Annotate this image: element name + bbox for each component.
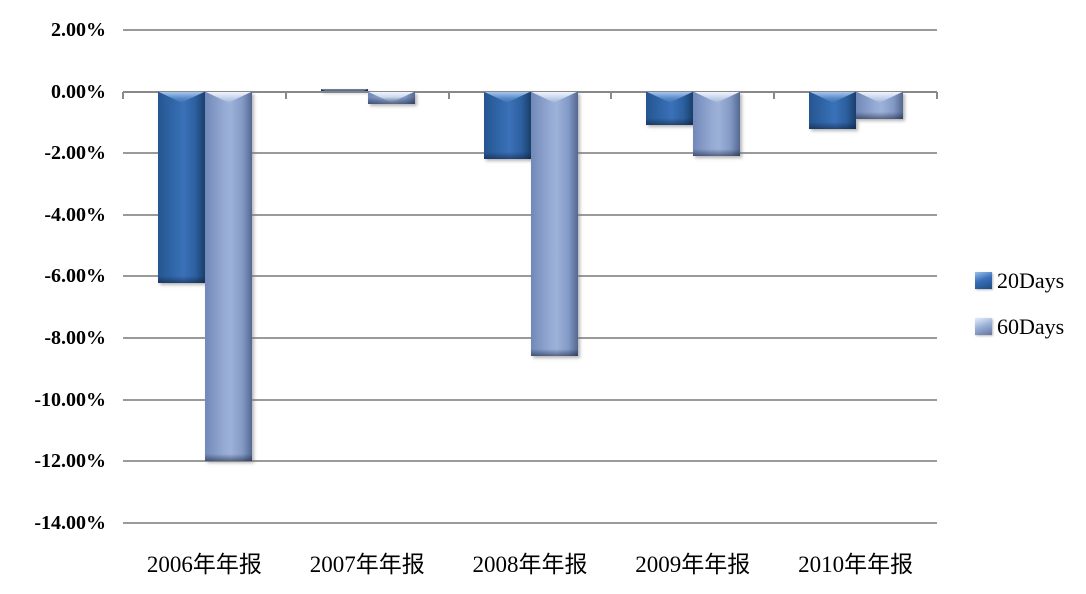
x-axis-label-2010年年报: 2010年年报 [798,552,914,577]
axis-tick [122,91,124,99]
y-axis-label: 2.00% [51,19,106,41]
bar-20days-2007年年报 [320,89,368,91]
bar-20days-2010年年报 [809,91,857,129]
gridline [123,398,937,401]
axis-tick [447,91,450,99]
x-axis-label-2007年年报: 2007年年报 [309,552,425,577]
x-axis-label-2008年年报: 2008年年报 [472,552,588,577]
axis-tick [773,91,776,99]
bar-60days-2008年年报 [530,91,578,357]
bar-20days-2006年年报 [158,91,205,283]
legend-item-20days: 20Days [975,268,1064,293]
bar-60days-2007年年报 [367,91,415,104]
legend-marker-60days-icon [975,318,992,335]
legend-marker-20days-icon [975,272,992,289]
axis-tick [610,91,613,99]
gridline [123,521,937,524]
y-axis-label: -4.00% [44,203,106,226]
y-axis-label: -14.00% [34,511,106,534]
y-axis-label: -10.00% [34,388,106,411]
bar-60days-2006年年报 [205,91,252,462]
gridline [123,29,937,31]
legend-label-60days: 60Days [997,314,1065,339]
y-axis-label: -12.00% [34,450,106,473]
legend-item-60days: 60Days [975,314,1064,339]
gridline [123,460,937,463]
legend-label-20days: 20Days [997,268,1065,293]
bar-20days-2008年年报 [483,91,531,160]
y-axis-label: -8.00% [44,327,106,349]
y-axis-label: -2.00% [44,142,106,165]
axis-tick [284,91,287,99]
bar-60days-2009年年报 [693,91,741,157]
x-axis-label-2009年年报: 2009年年报 [635,552,751,577]
x-axis-label-2006年年报: 2006年年报 [146,552,262,577]
axis-tick [936,91,938,99]
y-axis-label: -6.00% [44,265,106,288]
legend: 20Days 60Days [975,268,1064,360]
bar-60days-2010年年报 [856,91,904,120]
y-axis-label: 0.00% [51,80,106,103]
bar-20days-2009年年报 [646,91,694,126]
